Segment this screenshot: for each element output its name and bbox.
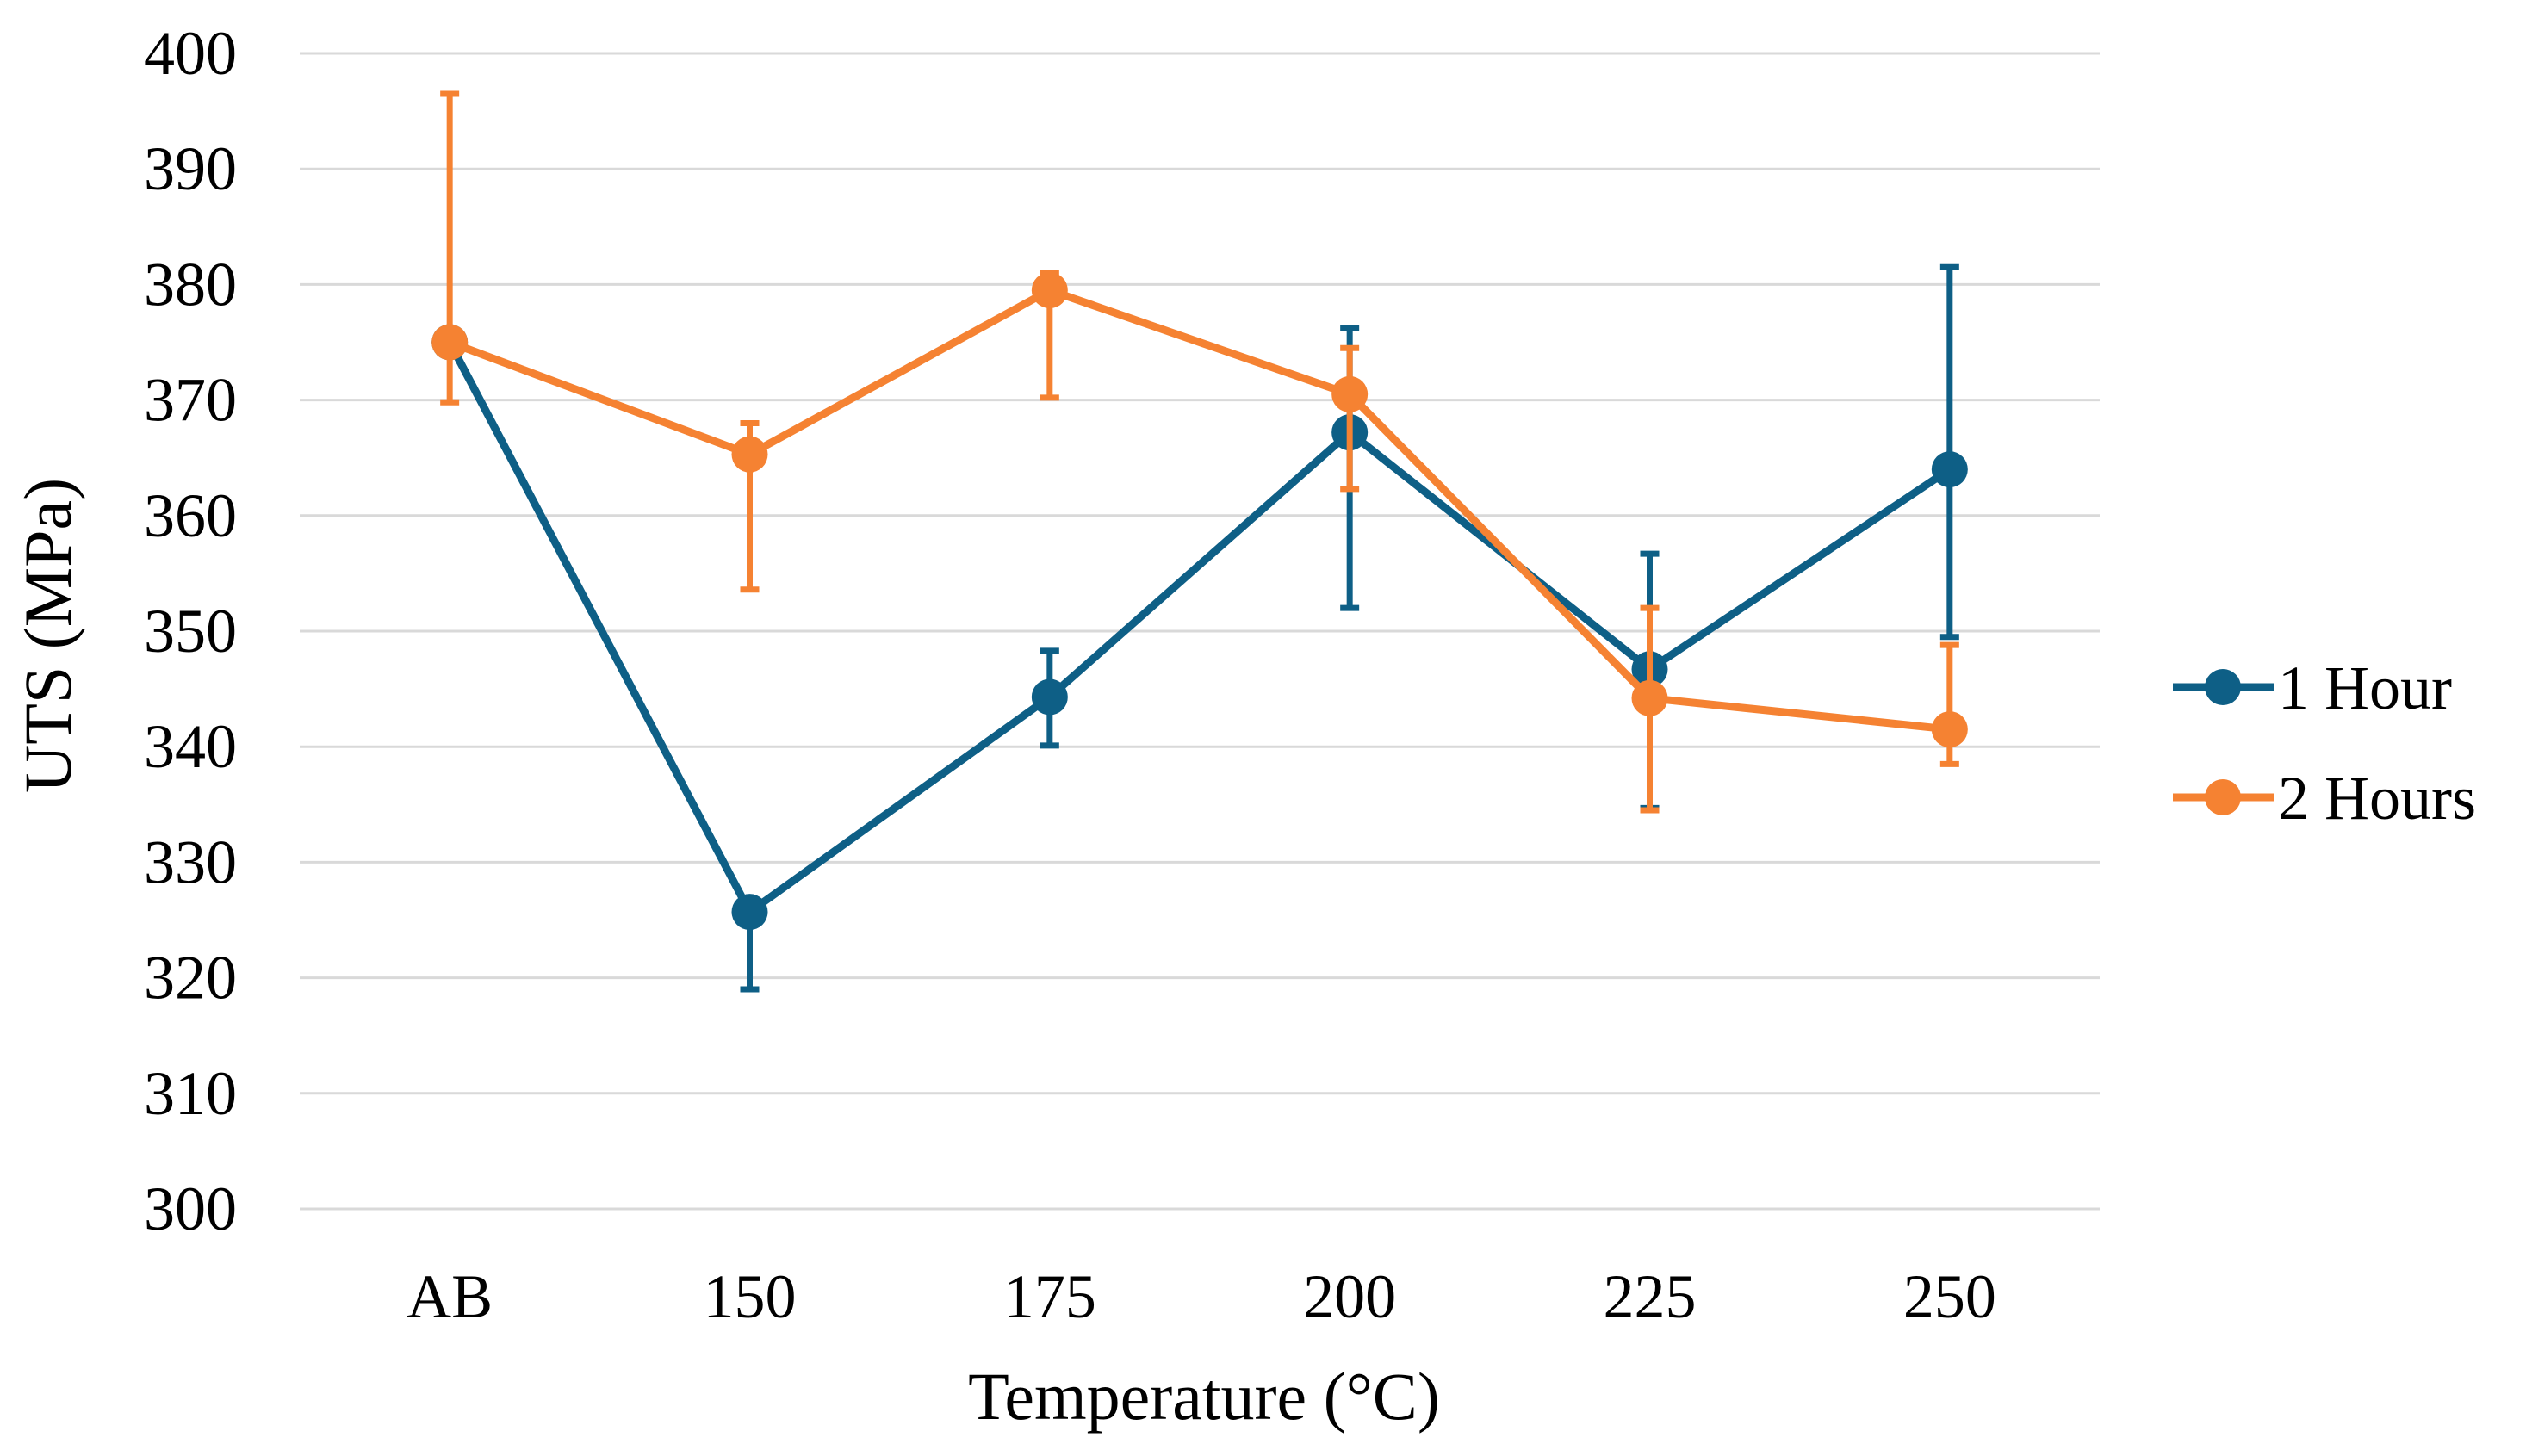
y-tick-label-400: 400 — [144, 19, 237, 88]
series-1 — [431, 263, 1968, 993]
legend-swatch-marker-2 — [2205, 779, 2241, 815]
data-point-2-AB — [431, 324, 469, 361]
legend-entry-2: 2 Hours — [2173, 764, 2476, 833]
y-tick-label-370: 370 — [144, 366, 237, 435]
y-tick-label-390: 390 — [144, 134, 237, 203]
y-axis-title: UTS (MPa) — [10, 478, 85, 793]
x-tick-label-250: 250 — [1903, 1262, 1996, 1331]
data-point-1-250 — [1931, 451, 1968, 488]
x-tick-label-AB: AB — [407, 1262, 493, 1331]
y-tick-label-380: 380 — [144, 250, 237, 319]
gridlines — [300, 52, 2100, 1211]
y-tick-label-360: 360 — [144, 481, 237, 550]
legend-label-2: 2 Hours — [2278, 764, 2476, 833]
x-axis-title: Temperature (°C) — [968, 1359, 1440, 1434]
data-point-1-150 — [731, 894, 768, 931]
data-point-2-175 — [1031, 272, 1068, 309]
y-tick-label-300: 300 — [144, 1174, 237, 1243]
legend-label-1: 1 Hour — [2278, 654, 2452, 722]
data-point-1-175 — [1031, 678, 1068, 716]
y-axis-ticks: 300 310 320 330 340 350 360 370 380 390 400 — [144, 19, 237, 1243]
series-line-2 — [448, 286, 1951, 734]
data-point-2-250 — [1931, 711, 1968, 748]
legend-swatch-marker-1 — [2205, 669, 2241, 705]
x-tick-label-150: 150 — [704, 1262, 797, 1331]
x-tick-label-200: 200 — [1303, 1262, 1396, 1331]
y-tick-label-350: 350 — [144, 597, 237, 666]
y-tick-label-330: 330 — [144, 827, 237, 896]
legend-entry-1: 1 Hour — [2173, 654, 2452, 722]
data-point-2-200 — [1331, 375, 1369, 412]
y-tick-label-310: 310 — [144, 1059, 237, 1128]
data-point-2-150 — [731, 436, 768, 473]
y-tick-label-340: 340 — [144, 712, 237, 781]
series-line-1 — [446, 340, 1952, 916]
x-tick-label-175: 175 — [1003, 1262, 1096, 1331]
y-tick-label-320: 320 — [144, 944, 237, 1013]
series-group — [431, 90, 1968, 993]
x-axis-ticks: AB 150 175 200 225 250 — [407, 1262, 1996, 1331]
legend: 1 Hour 2 Hours — [2173, 654, 2476, 833]
data-point-2-225 — [1631, 679, 1668, 716]
x-tick-label-225: 225 — [1604, 1262, 1697, 1331]
series-2 — [431, 90, 1968, 814]
